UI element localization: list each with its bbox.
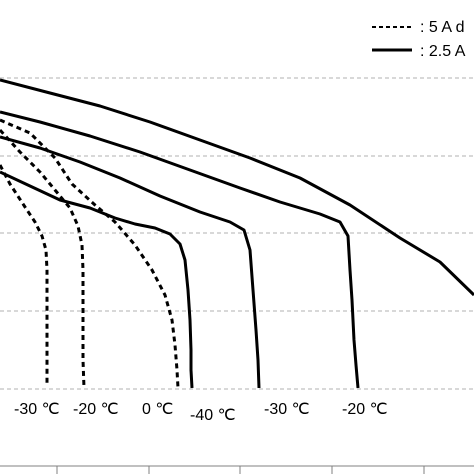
series-line-2	[0, 128, 86, 389]
series-line-4	[0, 170, 194, 389]
legend-solid-label: : 2.5 A	[420, 43, 466, 60]
gridlines	[0, 77, 474, 390]
temperature-labels: -30 ℃ -20 ℃ 0 ℃ -40 ℃ -30 ℃ -20 ℃	[14, 401, 388, 424]
dashed-temp-label-3: 0 ℃	[142, 401, 173, 418]
solid-temp-label-3: -20 ℃	[342, 401, 388, 418]
legend: : 5 A d : 2.5 A	[372, 19, 466, 60]
plot-frame	[0, 465, 474, 474]
series-line-6	[0, 110, 360, 389]
legend-dashed-label: : 5 A d	[420, 19, 464, 36]
dashed-temp-label-1: -30 ℃	[14, 401, 60, 418]
series-line-7	[0, 78, 474, 297]
solid-temp-label-2: -30 ℃	[264, 401, 310, 418]
series-lines	[0, 78, 474, 389]
series-line-5	[0, 135, 261, 389]
series-line-1	[0, 164, 49, 385]
dashed-temp-label-2: -20 ℃	[73, 401, 119, 418]
solid-temp-label-1: -40 ℃	[190, 407, 236, 424]
